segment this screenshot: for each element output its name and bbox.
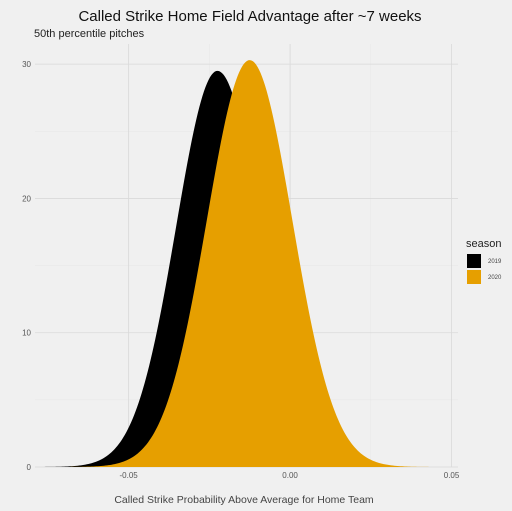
chart-subtitle: 50th percentile pitches: [34, 28, 145, 40]
y-tick-label: 20: [22, 194, 31, 203]
y-tick-label: 10: [22, 329, 31, 338]
legend: season 2019 2020: [466, 238, 502, 284]
legend-label-2019: 2019: [488, 259, 502, 265]
x-tick-label: 0.05: [444, 471, 460, 480]
legend-label-2020: 2020: [488, 275, 502, 281]
density-areas: [38, 60, 436, 468]
x-axis-ticks: -0.05 0.00 0.05: [120, 471, 460, 480]
y-tick-label: 0: [27, 463, 32, 472]
density-area-2020: [70, 60, 436, 468]
legend-key-2019: [467, 254, 481, 268]
x-tick-label: 0.00: [282, 471, 298, 480]
x-axis-label: Called Strike Probability Above Average …: [114, 494, 374, 506]
y-axis-ticks: 0 10 20 30: [22, 60, 31, 472]
x-tick-label: -0.05: [120, 471, 139, 480]
y-tick-label: 30: [22, 60, 31, 69]
chart-title: Called Strike Home Field Advantage after…: [78, 8, 421, 25]
legend-key-2020: [467, 270, 481, 284]
legend-title: season: [466, 238, 501, 250]
